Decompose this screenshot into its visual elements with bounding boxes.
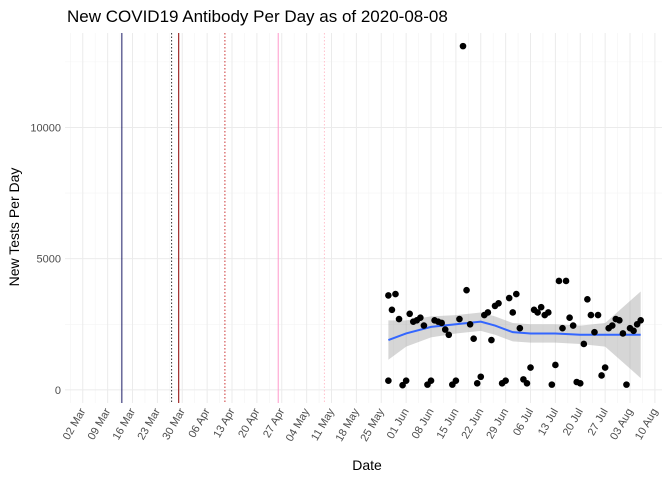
- data-point: [584, 296, 591, 303]
- data-point: [623, 381, 630, 388]
- data-point: [441, 326, 449, 333]
- data-point: [548, 381, 556, 388]
- data-point: [502, 377, 509, 384]
- x-tick-label: 04 May: [284, 406, 313, 444]
- data-points: [385, 42, 644, 389]
- reference-lines: [121, 33, 325, 403]
- data-point: [598, 372, 605, 379]
- data-point: [385, 292, 392, 299]
- data-point: [569, 322, 577, 329]
- x-tick-label: 09 Mar: [86, 406, 114, 442]
- y-tick-label: 0: [55, 385, 61, 397]
- chart-title: New COVID19 Antibody Per Day as of 2020-…: [67, 7, 448, 26]
- x-tick-label: 13 Apr: [211, 406, 237, 440]
- data-point: [616, 317, 623, 324]
- x-tick-label: 25 May: [358, 406, 387, 444]
- data-point: [392, 290, 399, 298]
- data-point: [594, 311, 602, 319]
- data-point: [473, 380, 481, 387]
- x-tick-label: 22 Jun: [459, 406, 486, 441]
- x-tick-label: 16 Mar: [111, 406, 139, 442]
- data-point: [388, 306, 396, 314]
- smooth-line-group: [388, 320, 641, 341]
- data-point: [445, 331, 453, 339]
- x-tick-label: 10 Aug: [633, 407, 661, 443]
- data-point: [395, 315, 403, 323]
- data-point: [523, 380, 531, 387]
- x-tick-label: 03 Aug: [608, 407, 636, 443]
- y-axis: 0 5000 10000: [30, 122, 61, 396]
- data-point: [438, 319, 445, 327]
- confidence-ribbon-group: [388, 291, 641, 379]
- x-tick-label: 08 Jun: [410, 407, 437, 442]
- data-point: [488, 336, 495, 344]
- data-point: [601, 364, 609, 371]
- data-point: [513, 290, 520, 298]
- data-point: [463, 286, 470, 294]
- x-tick-label: 23 Mar: [135, 406, 163, 442]
- data-point: [608, 322, 616, 329]
- smooth-line: [388, 320, 641, 341]
- x-tick-label: 01 Jun: [385, 407, 412, 442]
- data-point: [591, 328, 598, 336]
- data-point: [402, 377, 410, 384]
- grid: [65, 33, 662, 403]
- data-point: [385, 377, 392, 384]
- x-tick-label: 20 Apr: [236, 406, 262, 440]
- data-point: [587, 311, 595, 319]
- data-point: [399, 381, 406, 389]
- x-tick-label: 30 Mar: [160, 406, 188, 442]
- x-tick-label: 06 Jul: [511, 407, 536, 438]
- data-point: [417, 314, 424, 322]
- x-tick-label: 27 Apr: [261, 406, 287, 440]
- x-tick-label: 27 Jul: [586, 407, 611, 438]
- y-tick-label: 5000: [37, 254, 61, 266]
- data-point: [544, 309, 552, 316]
- data-point: [406, 310, 413, 318]
- data-point: [505, 294, 513, 302]
- data-point: [576, 380, 584, 387]
- data-point: [566, 314, 573, 322]
- y-axis-title: New Tests Per Day: [6, 168, 22, 287]
- data-point: [562, 277, 570, 285]
- data-point: [477, 373, 485, 381]
- data-point: [452, 377, 460, 384]
- x-tick-label: 15 Jun: [435, 407, 462, 442]
- data-point: [456, 315, 463, 323]
- data-point: [552, 361, 559, 369]
- data-point: [484, 309, 492, 316]
- y-tick-label: 10000: [30, 122, 61, 134]
- data-point: [509, 309, 517, 316]
- x-tick-label: 13 Jul: [536, 407, 561, 438]
- data-point: [527, 364, 534, 371]
- data-point: [630, 327, 637, 335]
- x-axis-title: Date: [352, 457, 382, 473]
- x-tick-label: 02 Mar: [61, 406, 89, 442]
- x-tick-label: 20 Jul: [561, 407, 586, 438]
- data-point: [555, 277, 563, 285]
- data-point: [580, 340, 588, 348]
- data-point: [534, 309, 541, 316]
- data-point: [459, 42, 467, 50]
- data-point: [619, 330, 627, 337]
- data-point: [420, 322, 428, 329]
- data-point: [427, 377, 435, 384]
- x-tick-label: 06 Apr: [186, 406, 212, 440]
- data-point: [495, 299, 502, 307]
- data-point: [516, 324, 524, 332]
- x-tick-label: 29 Jun: [484, 406, 511, 441]
- data-point: [466, 320, 474, 328]
- data-point: [537, 303, 545, 311]
- data-point: [637, 317, 644, 324]
- data-point: [559, 324, 566, 332]
- data-point: [470, 335, 477, 343]
- confidence-ribbon: [388, 291, 641, 379]
